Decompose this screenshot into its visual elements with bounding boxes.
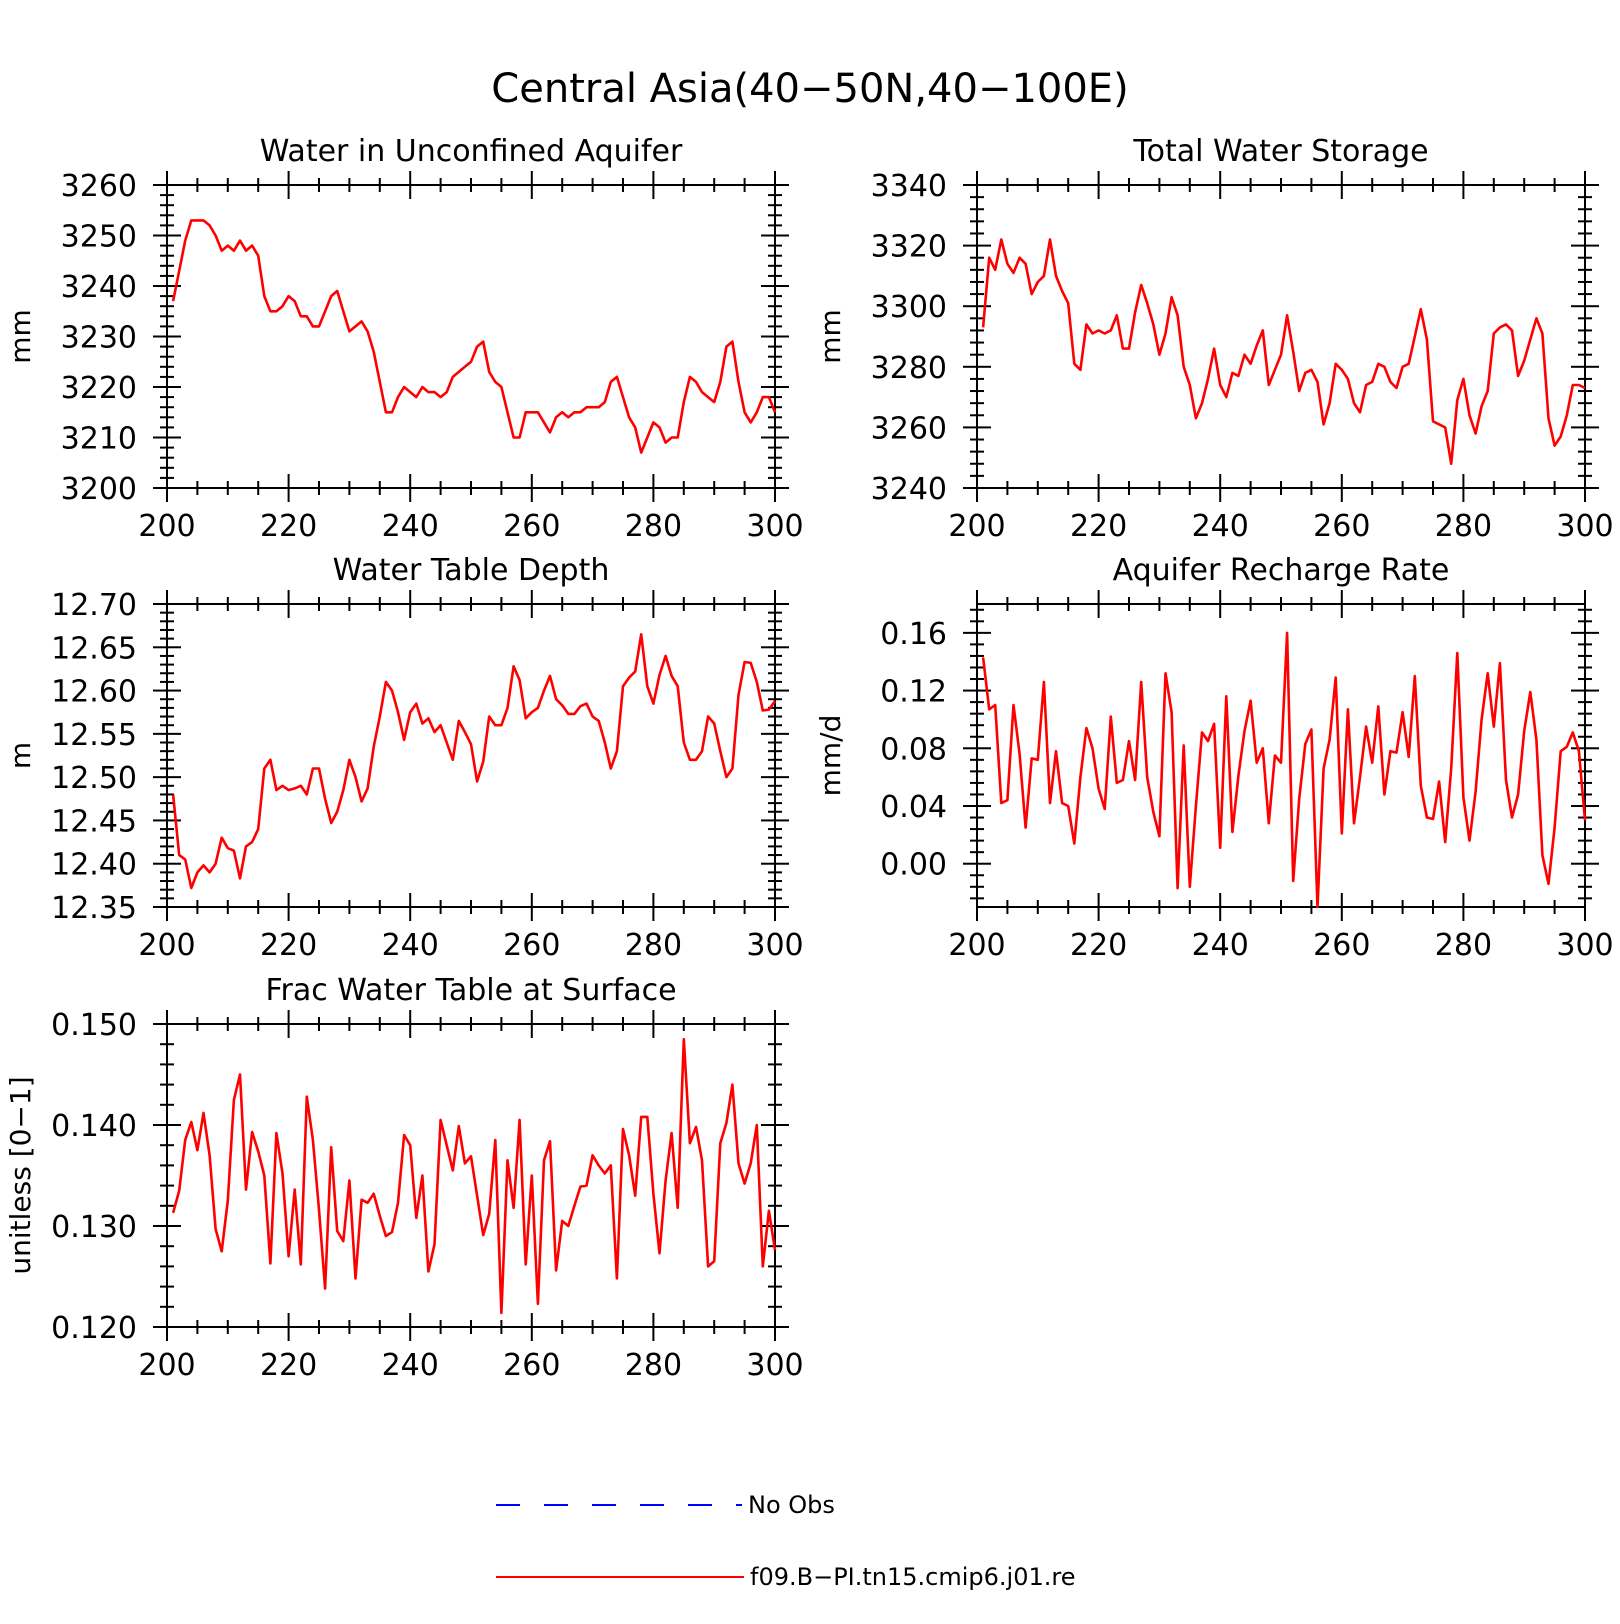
y-tick-label: 3220	[61, 371, 137, 406]
y-tick-label: 0.130	[51, 1210, 137, 1245]
x-tick-label: 280	[625, 509, 682, 544]
y-tick-label: 12.50	[51, 761, 137, 796]
x-tick-label: 220	[1070, 928, 1127, 963]
plot-frame	[166, 184, 776, 489]
y-tick-label: 3260	[61, 169, 137, 204]
x-tick-label: 220	[260, 509, 317, 544]
y-axis-label: mm/d	[814, 715, 847, 797]
y-tick-label: 0.12	[880, 675, 947, 710]
y-tick-label: 0.140	[51, 1109, 137, 1144]
series-line	[171, 1037, 777, 1315]
x-tick-label: 280	[1435, 928, 1492, 963]
legend-model-label: f09.B−PI.tn15.cmip6.j01.re	[750, 1563, 1075, 1591]
y-tick-label: 3210	[61, 422, 137, 457]
y-tick-label: 12.55	[51, 718, 137, 753]
y-tick-label: 12.65	[51, 631, 137, 666]
x-tick-label: 300	[1556, 928, 1613, 963]
y-tick-label: 3280	[871, 351, 947, 386]
series-line	[981, 238, 1586, 466]
series-line	[171, 632, 777, 890]
y-tick-label: 0.00	[880, 848, 947, 883]
x-tick-label: 200	[138, 509, 195, 544]
x-tick-label: 200	[138, 1348, 195, 1383]
x-tick-label: 300	[746, 1348, 803, 1383]
x-tick-label: 280	[625, 1348, 682, 1383]
x-tick-label: 240	[1192, 928, 1249, 963]
y-tick-label: 12.60	[51, 675, 137, 710]
panel-title: Water in Unconfined Aquifer	[260, 134, 683, 169]
y-tick-label: 12.45	[51, 804, 137, 839]
y-tick-label: 0.08	[880, 732, 947, 767]
x-tick-label: 280	[625, 928, 682, 963]
y-axis-label: mm	[4, 309, 37, 364]
x-tick-label: 300	[1556, 509, 1613, 544]
y-tick-label: 3260	[871, 411, 947, 446]
series-line	[171, 219, 777, 454]
y-tick-label: 0.150	[51, 1008, 137, 1043]
x-tick-label: 260	[1313, 509, 1370, 544]
panel-1: Water in Unconfined Aquifer mm 200 220 240 26…	[4, 134, 804, 544]
series-line	[981, 631, 1587, 909]
x-tick-label: 300	[746, 509, 803, 544]
y-tick-label: 3200	[61, 472, 137, 507]
y-tick-label: 0.16	[880, 617, 947, 652]
y-tick-label: 0.120	[51, 1311, 137, 1346]
y-tick-label: 12.35	[51, 891, 137, 926]
panel-title: Water Table Depth	[333, 553, 610, 588]
panel-3: Water Table Depth m 200 220 240 260 280 300 12.3…	[4, 553, 804, 963]
panel-title: Aquifer Recharge Rate	[1113, 553, 1450, 588]
plot-frame	[166, 603, 776, 908]
x-tick-label: 240	[382, 509, 439, 544]
x-tick-label: 220	[1070, 509, 1127, 544]
y-tick-label: 3320	[871, 230, 947, 265]
panel-4: Aquifer Recharge Rate mm/d 200 220 240 260 280…	[814, 553, 1614, 963]
x-tick-label: 200	[948, 509, 1005, 544]
x-tick-label: 240	[382, 1348, 439, 1383]
x-tick-label: 200	[138, 928, 195, 963]
y-tick-label: 12.70	[51, 588, 137, 623]
panel-title: Total Water Storage	[1132, 134, 1428, 169]
figure-title: Central Asia(40−50N,40−100E)	[491, 66, 1128, 112]
y-tick-label: 3240	[871, 472, 947, 507]
x-tick-label: 280	[1435, 509, 1492, 544]
y-axis-label: mm	[814, 309, 847, 364]
y-tick-label: 0.04	[880, 790, 947, 825]
y-tick-label: 3230	[61, 321, 137, 356]
panel-5: Frac Water Table at Surface unitless [0−1…	[4, 973, 804, 1383]
legend-obs-label: No Obs	[748, 1491, 835, 1519]
y-tick-label: 12.40	[51, 848, 137, 883]
y-axis-label: m	[4, 742, 37, 769]
legend: No Obs f09.B−PI.tn15.cmip6.j01.re	[496, 1491, 1075, 1591]
y-axis-label: unitless [0−1]	[4, 1076, 37, 1274]
x-tick-label: 260	[503, 1348, 560, 1383]
x-tick-label: 220	[260, 1348, 317, 1383]
x-tick-label: 300	[746, 928, 803, 963]
x-tick-label: 200	[948, 928, 1005, 963]
x-tick-label: 260	[1313, 928, 1370, 963]
x-tick-label: 220	[260, 928, 317, 963]
y-tick-label: 3340	[871, 169, 947, 204]
x-tick-label: 240	[382, 928, 439, 963]
x-tick-label: 260	[503, 928, 560, 963]
y-tick-label: 3300	[871, 290, 947, 325]
y-tick-label: 3240	[61, 270, 137, 305]
x-tick-label: 240	[1192, 509, 1249, 544]
panel-2: Total Water Storage mm 200 220 240 260 280 300 3…	[814, 134, 1614, 544]
y-tick-label: 3250	[61, 220, 137, 255]
x-tick-label: 260	[503, 509, 560, 544]
panel-title: Frac Water Table at Surface	[265, 973, 676, 1008]
